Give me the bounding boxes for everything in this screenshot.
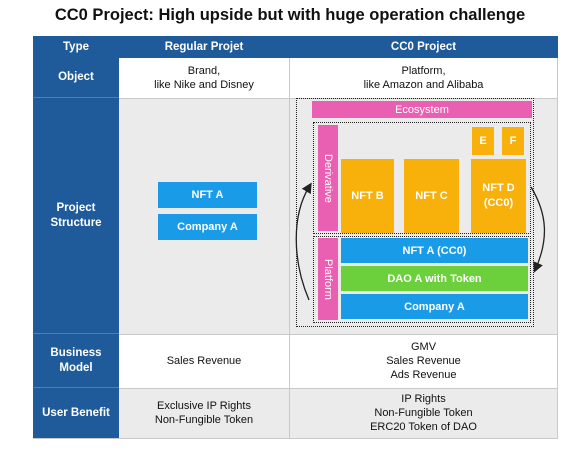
object-cc0-line2: like Amazon and Alibaba [363, 79, 484, 91]
regular-company-a-box: Company A [158, 214, 257, 240]
grid-line [289, 58, 290, 438]
benefit-cc0-line1: IP Rights [401, 393, 446, 405]
nft-b-box: NFT B [341, 159, 394, 233]
object-regular-line2: like Nike and Disney [154, 79, 254, 91]
page-title: CC0 Project: High upside but with huge o… [54, 6, 526, 24]
derivative-label: Derivative [318, 125, 338, 231]
business-cc0-line3: Ads Revenue [390, 369, 457, 381]
derivative-group [313, 122, 531, 234]
benefit-cc0-line2: Non-Fungible Token [374, 407, 473, 419]
benefit-cc0-line3: ERC20 Token of DAO [370, 421, 477, 433]
platform-group [313, 236, 531, 323]
f-box: F [502, 127, 524, 155]
benefit-regular: Exclusive IP Rights Non-Fungible Token [119, 388, 289, 438]
object-regular: Brand, like Nike and Disney [119, 58, 289, 98]
object-regular-line1: Brand, [187, 65, 221, 77]
nft-d-line1: NFT D [482, 182, 515, 194]
row-label-structure: Project Structure [33, 98, 119, 334]
row-label-business: Business Model [33, 334, 119, 388]
ecosystem-bar: Ecosystem [312, 101, 532, 118]
cc0-nft-a-box: NFT A (CC0) [341, 238, 528, 263]
row-label-structure-line1: Project [56, 201, 96, 214]
nft-c-box: NFT C [404, 159, 459, 233]
cc0-company-a-box: Company A [341, 294, 528, 319]
business-cc0-line1: GMV [410, 341, 437, 353]
row-label-benefit-text: User Benefit [42, 406, 110, 419]
business-cc0: GMV Sales Revenue Ads Revenue [289, 334, 558, 388]
header-type: Type [33, 36, 119, 58]
dao-box: DAO A with Token [341, 266, 528, 291]
grid-line [119, 388, 558, 389]
grid-line [119, 334, 558, 335]
business-cc0-line2: Sales Revenue [386, 355, 461, 367]
e-box: E [472, 127, 494, 155]
header-regular: Regular Projet [119, 36, 289, 58]
platform-label: Platform [318, 238, 338, 320]
object-cc0-line1: Platform, [401, 65, 446, 77]
nft-d-box: NFT D (CC0) [471, 159, 526, 233]
regular-nft-a-box: NFT A [158, 182, 257, 208]
row-label-business-line2: Model [59, 361, 93, 374]
benefit-regular-line2: Non-Fungible Token [154, 414, 254, 426]
grid-line [557, 58, 558, 438]
row-label-object-text: Object [58, 71, 94, 83]
header-cc0: CC0 Project [289, 36, 558, 58]
up-arrow-icon [295, 182, 312, 301]
benefit-cc0: IP Rights Non-Fungible Token ERC20 Token… [289, 388, 558, 438]
business-regular-line1: Sales Revenue [166, 355, 242, 367]
benefit-regular-line1: Exclusive IP Rights [157, 400, 251, 412]
down-arrow-icon [530, 186, 546, 273]
cc0-outer-frame [296, 98, 534, 327]
row-label-object: Object [33, 58, 119, 98]
nft-d-line2: (CC0) [483, 197, 514, 209]
grid-line [33, 438, 558, 439]
row-label-benefit: User Benefit [33, 388, 119, 438]
object-cc0: Platform, like Amazon and Alibaba [289, 58, 558, 98]
row-label-structure-line2: Structure [50, 216, 102, 229]
row-label-business-line1: Business [50, 346, 102, 359]
business-regular: Sales Revenue [119, 334, 289, 388]
